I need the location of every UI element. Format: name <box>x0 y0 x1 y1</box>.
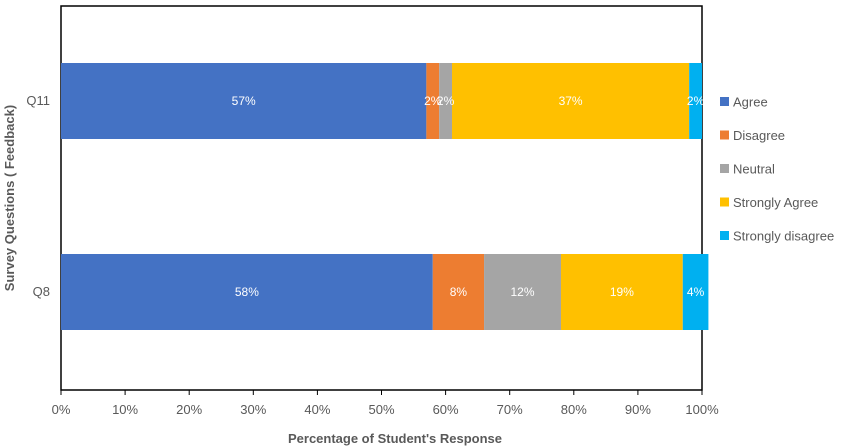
x-tick-label: 40% <box>304 402 330 417</box>
data-label-q11-strongly-agree: 37% <box>559 94 583 108</box>
bar-segment-q11-neutral <box>439 63 453 139</box>
legend-label-disagree: Disagree <box>733 128 785 143</box>
bars-group <box>61 63 709 330</box>
x-tick-label: 60% <box>433 402 459 417</box>
bar-segment-q8-strongly-agree <box>560 254 683 330</box>
category-label-q8: Q8 <box>33 284 50 299</box>
legend-label-strongly-disagree: Strongly disagree <box>733 229 834 244</box>
x-tick-label: 0% <box>52 402 71 417</box>
x-axis-ticks-group: 0% 10% 20% 30% 40% 50% 60% 70% 80% 90% 100% <box>52 390 719 417</box>
legend-swatch-agree <box>720 97 729 106</box>
bar-segment-q8-strongly-disagree <box>682 254 709 330</box>
bar-segment-q8-neutral <box>484 254 561 330</box>
legend-swatch-strongly-agree <box>720 197 729 207</box>
x-tick-label: 10% <box>112 402 138 417</box>
data-label-q11-strongly-disagree: 2% <box>687 94 705 108</box>
legend-swatch-neutral <box>720 164 729 173</box>
x-axis-title: Percentage of Student's Response <box>288 431 502 446</box>
data-label-q11-neutral: 2% <box>437 94 455 108</box>
category-labels-group: Q11 Q8 <box>26 93 50 299</box>
segment-labels-group: 57% 2%2% 37% 2%58% 8% 12% 19% 4% <box>232 94 705 299</box>
x-tick-label: 30% <box>240 402 266 417</box>
data-label-q11-agree: 57% <box>232 94 256 108</box>
bar-segment-q11-strongly-agree <box>452 63 690 139</box>
data-label-q8-strongly-disagree: 4% <box>687 285 705 299</box>
x-tick-label: 80% <box>561 402 587 417</box>
legend-label-strongly-agree: Strongly Agree <box>733 195 818 210</box>
legend-label-agree: Agree <box>733 95 768 110</box>
data-label-q8-agree: 58% <box>235 285 259 299</box>
x-tick-label: 100% <box>685 402 719 417</box>
y-axis-title: Survey Questions ( Feedback) <box>2 105 17 291</box>
data-label-q8-disagree: 8% <box>450 285 468 299</box>
bar-segment-q8-agree <box>61 254 433 330</box>
x-tick-label: 20% <box>176 402 202 417</box>
category-label-q11: Q11 <box>26 93 50 108</box>
x-tick-label: 90% <box>625 402 651 417</box>
bar-segment-q11-agree <box>61 63 427 139</box>
bar-segment-q11-strongly-disagree <box>689 63 702 139</box>
data-label-q11-disagree: 2% <box>424 94 442 108</box>
bar-segment-q8-disagree <box>432 254 485 330</box>
x-tick-label: 50% <box>368 402 394 417</box>
legend-label-neutral: Neutral <box>733 162 775 177</box>
x-tick-label: 70% <box>497 402 523 417</box>
legend: Agree Disagree Neutral Strongly Agree Strong… <box>720 95 834 244</box>
legend-swatch-disagree <box>720 130 729 140</box>
data-label-q8-strongly-agree: 19% <box>610 285 634 299</box>
bar-segment-q11-disagree <box>426 63 440 139</box>
data-label-q8-neutral: 12% <box>511 285 535 299</box>
legend-swatch-strongly-disagree <box>720 231 729 240</box>
